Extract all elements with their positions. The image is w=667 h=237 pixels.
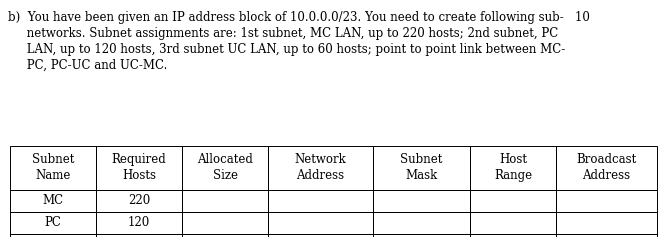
Text: LAN, up to 120 hosts, 3rd subnet UC LAN, up to 60 hosts; point to point link bet: LAN, up to 120 hosts, 3rd subnet UC LAN,… xyxy=(8,43,565,56)
Text: b)  You have been given an IP address block of 10.0.0.0/23. You need to create f: b) You have been given an IP address blo… xyxy=(8,11,590,24)
Text: MC: MC xyxy=(43,194,63,207)
Text: networks. Subnet assignments are: 1st subnet, MC LAN, up to 220 hosts; 2nd subne: networks. Subnet assignments are: 1st su… xyxy=(8,27,558,40)
Text: 120: 120 xyxy=(128,216,150,229)
Text: Allocated
Size: Allocated Size xyxy=(197,153,253,182)
Text: Host
Range: Host Range xyxy=(494,153,532,182)
Text: 220: 220 xyxy=(128,194,150,207)
Text: PC, PC-UC and UC-MC.: PC, PC-UC and UC-MC. xyxy=(8,59,167,72)
Text: Network
Address: Network Address xyxy=(295,153,346,182)
Text: Subnet
Mask: Subnet Mask xyxy=(400,153,443,182)
Text: Subnet
Name: Subnet Name xyxy=(32,153,74,182)
Text: Required
Hosts: Required Hosts xyxy=(111,153,166,182)
Text: PC: PC xyxy=(45,216,61,229)
Text: Broadcast
Address: Broadcast Address xyxy=(576,153,636,182)
